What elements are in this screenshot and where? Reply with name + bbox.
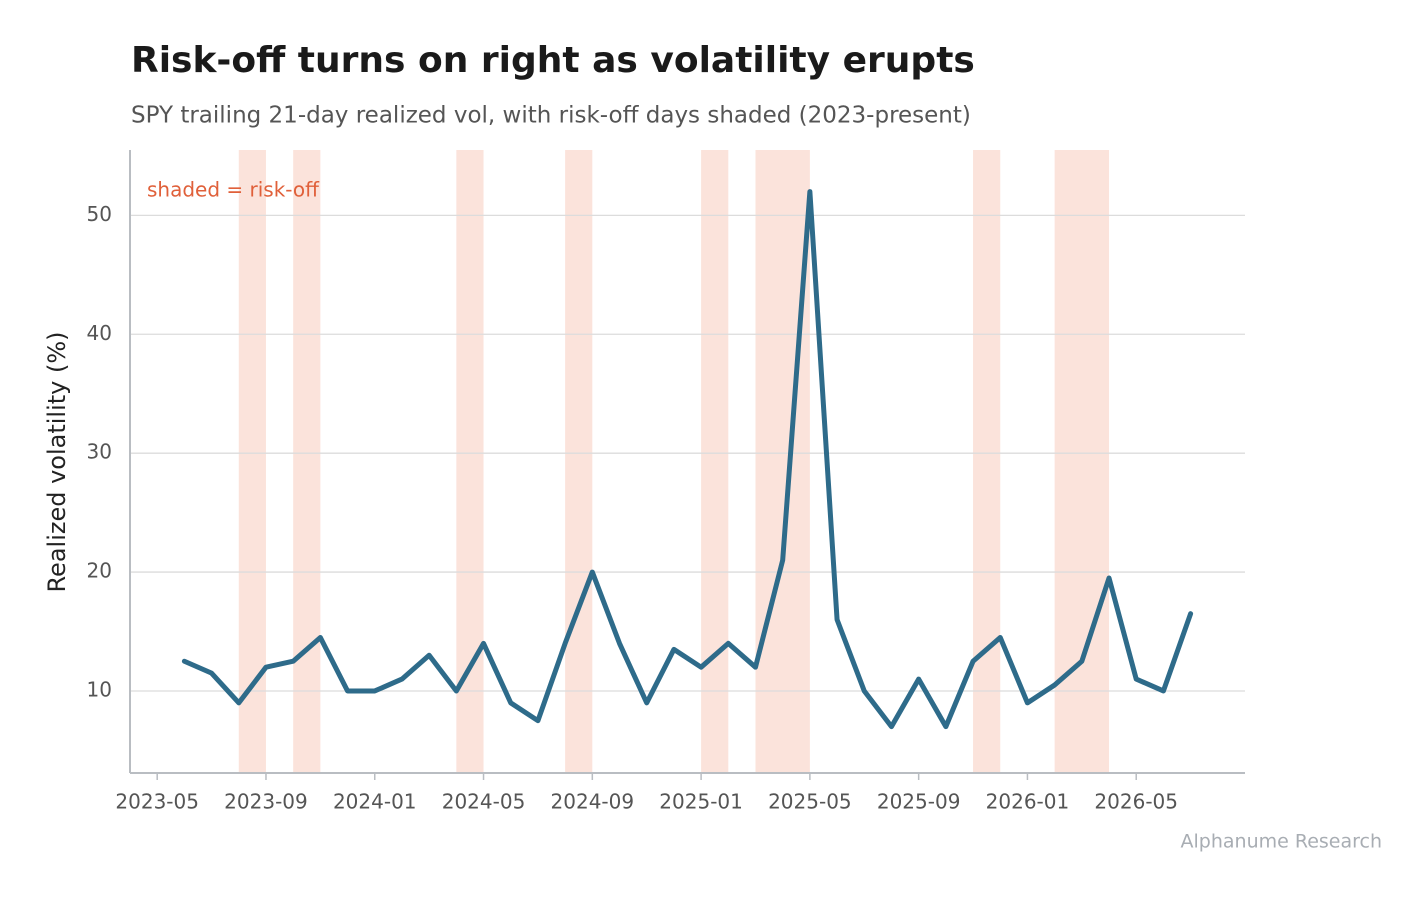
y-tick-label: 40: [87, 321, 112, 345]
chart-subtitle: SPY trailing 21-day realized vol, with r…: [131, 103, 971, 129]
x-tick-label: 2024-01: [333, 790, 417, 814]
risk-off-shade: [1054, 150, 1110, 773]
x-tick-label: 2025-01: [659, 790, 743, 814]
y-tick-label: 20: [87, 559, 112, 583]
risk-off-shade: [973, 150, 1001, 773]
y-tick-label: 10: [87, 677, 112, 701]
x-tick-label: 2025-09: [877, 790, 961, 814]
annotation: shaded = risk-off: [147, 178, 320, 202]
risk-off-shade: [565, 150, 593, 773]
volatility-line: [181, 189, 1194, 730]
risk-off-shade: [238, 150, 266, 773]
risk-off-shade: [755, 150, 810, 773]
x-tick-label: 2026-01: [986, 790, 1070, 814]
x-tick-label: 2025-05: [768, 790, 852, 814]
x-tick-label: 2024-09: [551, 790, 635, 814]
risk-off-shade: [293, 150, 321, 773]
chart-title: Risk-off turns on right as volatility er…: [131, 40, 975, 81]
y-tick-label: 50: [87, 202, 112, 226]
y-axis-label: Realized volatility (%): [43, 331, 71, 592]
risk-off-shade: [701, 150, 729, 773]
x-tick-label: 2023-05: [115, 790, 199, 814]
x-tick-label: 2026-05: [1094, 790, 1178, 814]
source: Alphanume Research: [1181, 831, 1383, 853]
y-tick-label: 30: [87, 440, 112, 464]
x-tick-label: 2024-05: [442, 790, 526, 814]
x-tick-label: 2023-09: [224, 790, 308, 814]
